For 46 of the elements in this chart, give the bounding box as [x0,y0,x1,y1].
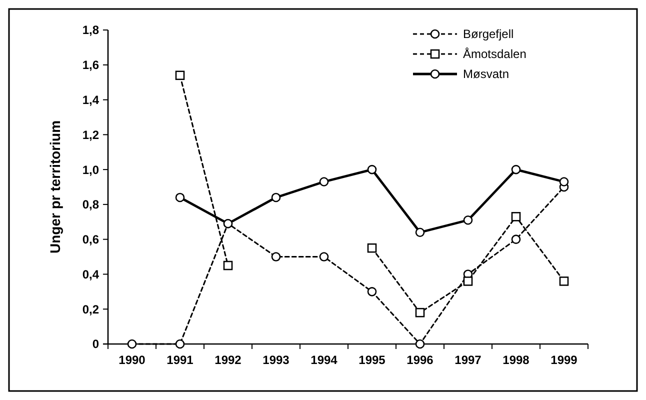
point [175,339,185,349]
x-tick-label: 1995 [358,353,386,367]
point [415,228,425,238]
x-tick-label: 1993 [262,353,290,367]
y-tick-label: 0 [92,337,100,352]
y-tick-label: 0,4 [82,267,100,282]
y-tick-label: 0,8 [82,198,100,212]
point [367,287,377,296]
y-axis-title: Unger pr territorium [47,120,63,254]
point [319,177,329,186]
point [175,192,185,202]
point [223,260,233,270]
x-tick-label: 1998 [502,353,530,367]
point [559,276,569,286]
y-tick-label: 1,4 [82,92,100,107]
y-tick-label: 0,2 [82,302,100,316]
x-tick-label: 1994 [310,353,338,367]
y-tick-label: 1,6 [82,58,100,72]
x-tick-label: 1991 [166,353,194,367]
y-tick-label: 1,8 [82,23,100,38]
x-tick-label: 1999 [550,353,578,367]
point [511,234,521,244]
point [463,276,473,286]
x-tick-label: 1990 [118,353,146,367]
x-tick-label: 1997 [454,353,482,367]
point [559,177,569,186]
point [127,339,137,349]
y-tick-label: 0,6 [82,232,100,247]
legend-label: Møsvatn [463,67,510,82]
point [511,212,521,222]
y-tick-label: 1,2 [82,128,100,142]
point [271,252,281,262]
point [367,164,377,174]
point [415,308,425,318]
legend-label: Åmotsdalen [463,47,526,62]
y-tick-label: 1,0 [82,162,100,177]
x-tick-label: 1996 [406,353,434,367]
point [271,192,281,202]
x-tick-label: 1992 [214,353,242,367]
point [463,215,473,225]
point [175,70,185,80]
point [511,164,521,174]
legend-label: Børgefjell [463,27,514,42]
point [367,243,377,253]
point [415,339,425,349]
point [319,252,329,262]
